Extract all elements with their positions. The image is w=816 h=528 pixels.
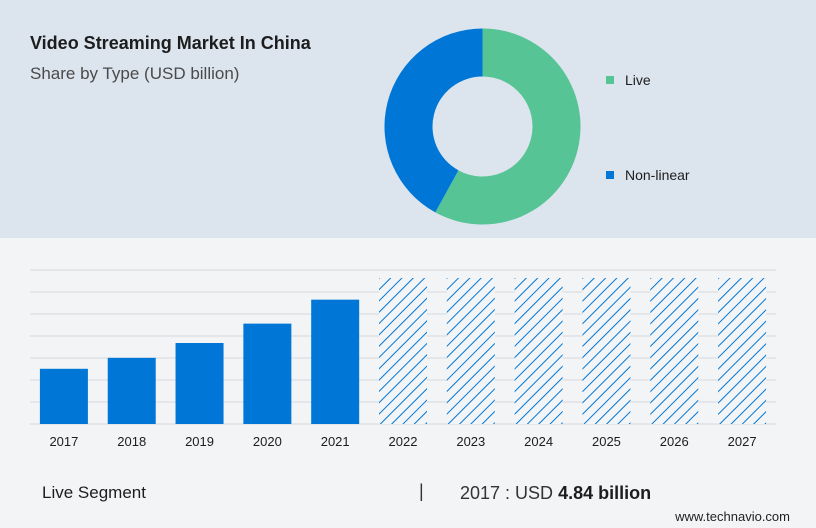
forecast-bar-2022 <box>379 277 427 424</box>
chart-subtitle: Share by Type (USD billion) <box>30 64 240 83</box>
legend-item-non-linear: Non-linear <box>606 167 690 183</box>
segment-label: Live Segment <box>42 483 146 502</box>
forecast-bar-2023 <box>446 277 495 424</box>
legend-label-live: Live <box>625 72 651 88</box>
forecast-bar-2027 <box>718 277 767 424</box>
bar-2018 <box>107 357 156 424</box>
bar-2020 <box>243 323 292 424</box>
x-tick-label-2017: 2017 <box>49 434 78 449</box>
footer-separator: | <box>419 481 424 501</box>
brand-link[interactable]: www.technavio.com <box>675 509 790 524</box>
bar-2021 <box>311 299 360 424</box>
legend-item-live: Live <box>606 72 651 88</box>
donut-slice-non-linear <box>384 28 483 213</box>
x-tick-label-2027: 2027 <box>728 434 757 449</box>
forecast-bar-2024 <box>514 277 563 424</box>
bar-chart: 2017 2018 2019 2020 2021 2022 2023 2024 2025 2026… <box>30 269 776 449</box>
x-tick-label-2018: 2018 <box>117 434 146 449</box>
x-tick-label-2021: 2021 <box>321 434 350 449</box>
bar-2017 <box>39 368 88 424</box>
forecast-bar-2026 <box>650 277 699 424</box>
segment-stat: 2017 : USD 4.84 billion <box>460 483 651 504</box>
donut-slice-live <box>435 28 581 225</box>
chart-title: Video Streaming Market In China <box>30 33 311 53</box>
x-tick-label-2024: 2024 <box>524 434 553 449</box>
segment-stat-prefix: 2017 : USD <box>460 483 554 503</box>
legend-swatch-live <box>606 76 614 84</box>
x-tick-label-2026: 2026 <box>660 434 689 449</box>
x-tick-label-2023: 2023 <box>456 434 485 449</box>
forecast-bar-2025 <box>582 277 631 424</box>
x-tick-label-2025: 2025 <box>592 434 621 449</box>
x-tick-label-2019: 2019 <box>185 434 214 449</box>
legend-swatch-non-linear <box>606 171 614 179</box>
legend-label-non-linear: Non-linear <box>625 167 690 183</box>
segment-stat-value: 4.84 billion <box>558 483 652 503</box>
bar-2019 <box>175 343 224 424</box>
x-tick-label-2020: 2020 <box>253 434 282 449</box>
x-tick-label-2022: 2022 <box>389 434 418 449</box>
donut-chart <box>384 28 581 225</box>
